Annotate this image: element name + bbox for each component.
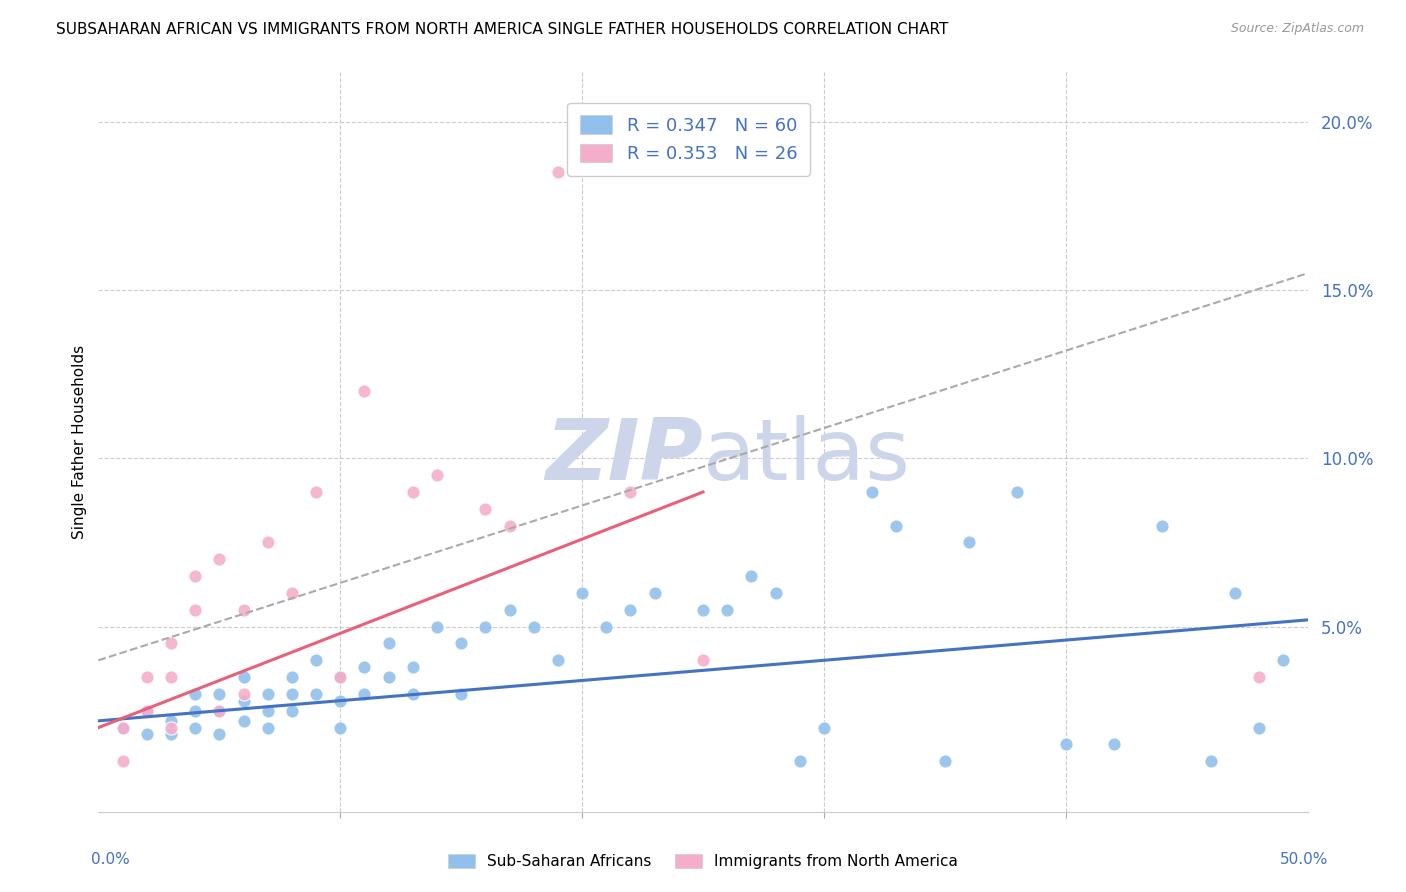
Point (256, 535, 278, 549)
Point (498, 603, 520, 617)
Point (281, 687, 304, 701)
Text: Source: ZipAtlas.com: Source: ZipAtlas.com (1230, 22, 1364, 36)
Point (1054, 738, 1077, 752)
Text: 50.0%: 50.0% (1281, 852, 1329, 867)
Point (547, 165, 569, 179)
Point (184, 687, 207, 701)
Point (281, 704, 304, 718)
Point (208, 687, 231, 701)
Point (1152, 518, 1174, 533)
Point (377, 636, 399, 650)
Point (208, 552, 231, 566)
Point (498, 518, 520, 533)
Point (1102, 738, 1125, 752)
Point (160, 727, 183, 741)
Point (305, 687, 328, 701)
Point (474, 619, 496, 633)
Point (547, 653, 569, 667)
Legend: Sub-Saharan Africans, Immigrants from North America: Sub-Saharan Africans, Immigrants from No… (441, 848, 965, 875)
Point (402, 485, 425, 500)
Point (329, 721, 352, 735)
Point (523, 619, 546, 633)
Point (789, 754, 811, 768)
Point (474, 501, 496, 516)
Point (232, 687, 254, 701)
Point (329, 694, 352, 708)
Point (208, 704, 231, 718)
Point (160, 714, 183, 728)
Point (860, 485, 883, 500)
Point (353, 687, 375, 701)
Point (353, 384, 375, 398)
Point (281, 586, 304, 600)
Text: atlas: atlas (703, 415, 911, 498)
Point (160, 721, 183, 735)
Point (1007, 485, 1029, 500)
Legend: R = 0.347   N = 60, R = 0.353   N = 26: R = 0.347 N = 60, R = 0.353 N = 26 (567, 103, 810, 176)
Point (232, 670, 254, 684)
Point (1249, 721, 1271, 735)
Point (377, 670, 399, 684)
Point (934, 754, 956, 768)
Point (353, 660, 375, 674)
Point (232, 714, 254, 728)
Point (329, 670, 352, 684)
Point (256, 687, 278, 701)
Point (692, 653, 714, 667)
Point (135, 704, 157, 718)
Point (1199, 754, 1222, 768)
Point (232, 603, 254, 617)
Text: SUBSAHARAN AFRICAN VS IMMIGRANTS FROM NORTH AMERICA SINGLE FATHER HOUSEHOLDS COR: SUBSAHARAN AFRICAN VS IMMIGRANTS FROM NO… (56, 22, 949, 37)
Point (426, 619, 449, 633)
Point (765, 586, 787, 600)
Point (208, 727, 231, 741)
Text: 0.0%: 0.0% (91, 852, 131, 867)
Point (692, 603, 714, 617)
Point (208, 704, 231, 718)
Point (619, 603, 641, 617)
Y-axis label: Single Father Households: Single Father Households (72, 344, 87, 539)
Point (305, 653, 328, 667)
Point (329, 670, 352, 684)
Point (305, 485, 328, 500)
Point (135, 727, 157, 741)
Point (160, 636, 183, 650)
Point (111, 721, 134, 735)
Point (450, 687, 472, 701)
Point (813, 721, 835, 735)
Point (619, 485, 641, 500)
Point (111, 754, 134, 768)
Point (740, 569, 762, 583)
Point (1223, 586, 1246, 600)
Point (644, 586, 666, 600)
Text: ZIP: ZIP (546, 415, 703, 498)
Point (281, 670, 304, 684)
Point (402, 687, 425, 701)
Point (184, 603, 207, 617)
Point (256, 721, 278, 735)
Point (232, 694, 254, 708)
Point (571, 586, 593, 600)
Point (1249, 670, 1271, 684)
Point (111, 721, 134, 735)
Point (426, 468, 449, 483)
Point (957, 535, 980, 549)
Point (450, 636, 472, 650)
Point (184, 721, 207, 735)
Point (1272, 653, 1295, 667)
Point (160, 670, 183, 684)
Point (886, 518, 908, 533)
Point (595, 619, 617, 633)
Point (184, 704, 207, 718)
Point (135, 704, 157, 718)
Point (135, 670, 157, 684)
Point (256, 704, 278, 718)
Point (402, 660, 425, 674)
Point (716, 603, 738, 617)
Point (184, 569, 207, 583)
